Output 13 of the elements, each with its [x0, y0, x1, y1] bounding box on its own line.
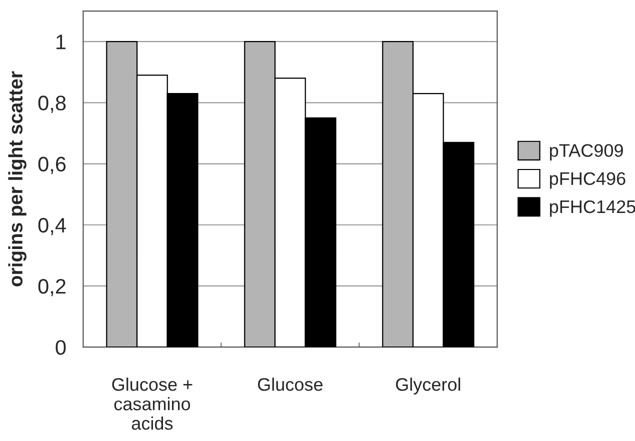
x-tick-label: Glucose — [258, 378, 323, 391]
y-tick-label: 0,6 — [38, 156, 66, 174]
y-tick-label: 0,8 — [38, 96, 66, 113]
legend-label: pFHC496 — [550, 172, 626, 189]
y-tick-label: 1 — [56, 34, 66, 50]
legend-label: pFHC1425 — [550, 200, 635, 217]
y-tick-label: 0 — [56, 340, 66, 355]
y-tick-label: 0,2 — [38, 278, 66, 296]
x-tick-label: Glycerol — [396, 378, 460, 394]
y-axis-title: origins per light scatter — [8, 71, 26, 286]
legend-label: pTAC909 — [550, 144, 623, 160]
x-tick-label: Glucose + casamino acids — [112, 378, 192, 430]
y-tick-label: 0,4 — [38, 218, 66, 236]
